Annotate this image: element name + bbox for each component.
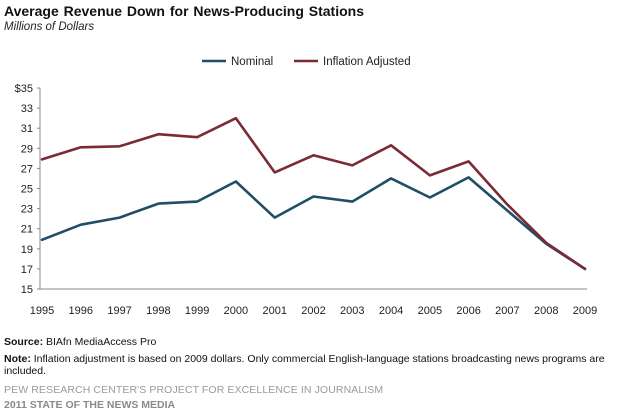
source-line: Source: BIAfn MediaAccess Pro [4,336,156,348]
x-tick-label: 2008 [534,305,558,317]
y-tick-label: 17 [21,264,33,276]
x-tick-label: 1996 [69,305,93,317]
note-text: Inflation adjustment is based on 2009 do… [4,353,605,377]
x-tick-label: 2002 [301,305,325,317]
x-tick-label: 2005 [418,305,442,317]
note-label: Note: [4,353,31,365]
legend-label-nominal: Nominal [231,56,273,68]
chart-subtitle: Millions of Dollars [4,21,95,33]
x-tick-label: 2009 [573,305,597,317]
x-tick-label: 2007 [495,305,519,317]
y-tick-label: 29 [21,143,33,155]
y-tick-label: 15 [21,284,33,296]
x-tick-label: 2006 [456,305,480,317]
series-lines [40,116,587,271]
x-tick-label: 2001 [262,305,286,317]
x-tick-label: 1995 [30,305,54,317]
x-tick-label: 1997 [107,305,131,317]
x-tick-label: 2004 [379,305,403,317]
x-tick-label: 1999 [185,305,209,317]
y-tick-label: 31 [21,123,33,135]
x-tick-label: 1998 [146,305,170,317]
y-tick-label: 25 [21,184,33,196]
y-tick-label: $35 [15,83,33,95]
axes: $35 33 31 29 27 25 23 21 19 17 15 1995 1996 1997 1998 1… [15,83,598,317]
y-tick-label: 33 [21,103,33,115]
source-label: Source: [4,336,44,348]
chart-title: Average Revenue Down for News-Producing … [4,3,364,19]
footer-report: 2011 STATE OF THE NEWS MEDIA [4,399,176,411]
legend: Nominal Inflation Adjusted [202,56,411,68]
x-tick-label: 2003 [340,305,364,317]
series-line-nominal [40,176,587,271]
y-tick-label: 23 [21,204,33,216]
source-text: BIAfn MediaAccess Pro [43,336,157,348]
footer-organization: PEW RESEARCH CENTER'S PROJECT FOR EXCELL… [4,384,384,396]
x-tick-label: 2000 [224,305,248,317]
y-tick-label: 21 [21,224,33,236]
note-line: Note: Inflation adjustment is based on 2… [4,353,616,377]
y-tick-label: 19 [21,244,33,256]
y-tick-label: 27 [21,163,33,175]
legend-label-inflation-adjusted: Inflation Adjusted [323,56,411,68]
series-line-inflation-adjusted [40,116,587,271]
